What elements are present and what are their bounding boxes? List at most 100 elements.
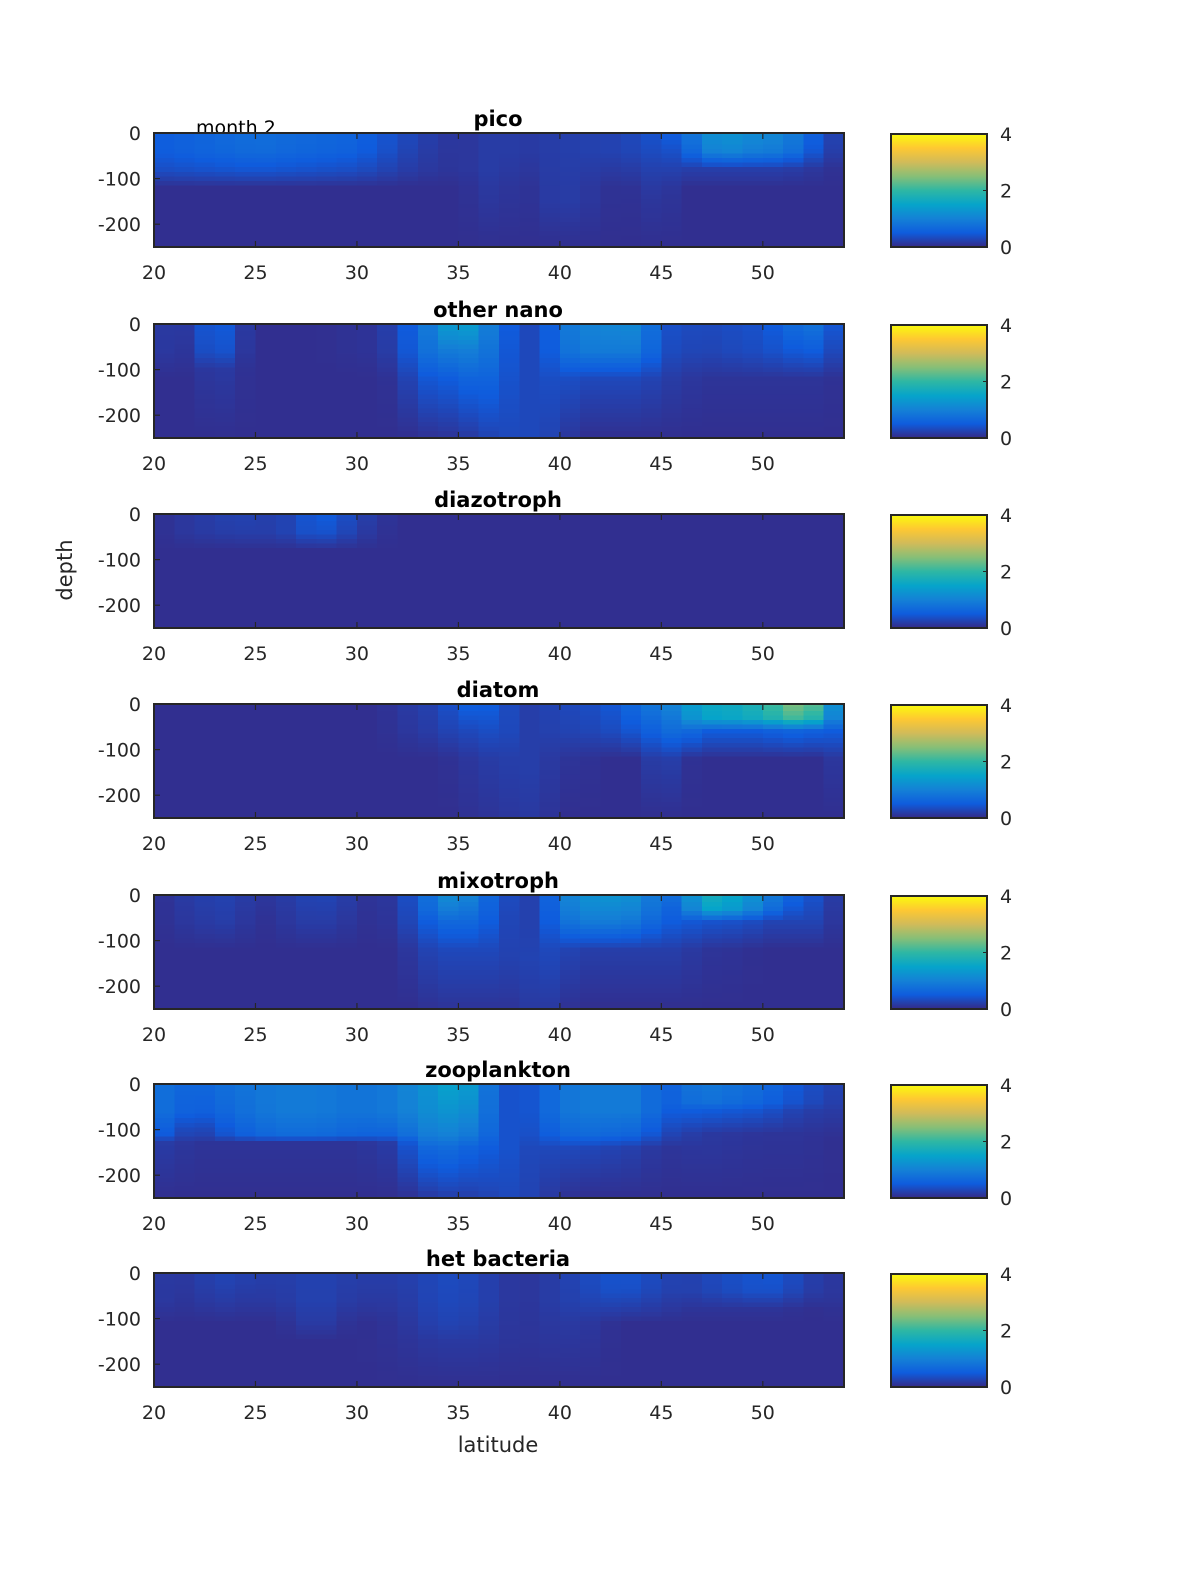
heatmap-cell: [559, 534, 581, 540]
heatmap-cell: [783, 534, 805, 540]
heatmap-cell: [742, 811, 764, 819]
heatmap-cell: [275, 783, 297, 789]
heatmap-cell: [397, 598, 419, 604]
heatmap-cell: [316, 947, 338, 953]
heatmap-cell: [235, 1177, 257, 1183]
heatmap-cell: [235, 797, 257, 803]
heatmap-cell: [722, 811, 744, 819]
heatmap-cell: [235, 240, 257, 248]
heatmap-cell: [701, 514, 723, 517]
heatmap-cell: [661, 148, 683, 155]
heatmap-cell: [681, 221, 703, 228]
heatmap-cell: [823, 906, 845, 912]
heatmap-cell: [458, 933, 480, 939]
heatmap-cell: [600, 144, 622, 150]
heatmap-cell: [559, 933, 581, 939]
heatmap-cell: [235, 539, 257, 545]
heatmap-cell: [661, 779, 683, 785]
heatmap-cell: [255, 408, 277, 414]
heatmap-cell: [499, 1172, 520, 1179]
heatmap-cell: [701, 598, 723, 604]
heatmap-cell: [539, 520, 561, 526]
heatmap-cell: [336, 792, 358, 799]
colorbar-tick-label: 0: [1000, 808, 1012, 830]
heatmap-cell: [377, 612, 399, 618]
heatmap-cell: [377, 589, 399, 595]
heatmap-cell: [336, 947, 358, 953]
heatmap-cell: [235, 199, 257, 205]
heatmap-cell: [214, 997, 236, 1003]
heatmap-cell: [235, 897, 257, 903]
heatmap-cell: [438, 929, 460, 935]
heatmap-cell: [620, 353, 642, 359]
heatmap-cell: [174, 548, 196, 554]
heatmap-cell: [174, 1002, 196, 1010]
heatmap-cell: [356, 607, 378, 613]
heatmap-cell: [417, 1095, 439, 1101]
heatmap-cell: [336, 367, 358, 373]
heatmap-cell: [478, 988, 500, 994]
heatmap-cell: [701, 180, 723, 187]
heatmap-cell: [701, 1002, 723, 1010]
heatmap-cell: [235, 326, 257, 332]
heatmap-cell: [154, 929, 175, 935]
heatmap-cell: [803, 947, 825, 953]
heatmap-cell: [214, 176, 236, 182]
heatmap-cell: [559, 1186, 581, 1192]
heatmap-cell: [701, 381, 723, 387]
heatmap-cell: [316, 1172, 338, 1179]
heatmap-cell: [275, 983, 297, 990]
heatmap-cell: [823, 961, 845, 967]
heatmap-cell: [539, 167, 561, 173]
heatmap-cell: [154, 176, 175, 182]
heatmap-cell: [316, 371, 338, 378]
heatmap-cell: [722, 520, 744, 526]
heatmap-cell: [762, 390, 784, 396]
heatmap-cell: [377, 1163, 399, 1169]
heatmap-cell: [275, 353, 297, 359]
heatmap-cell: [519, 235, 541, 241]
heatmap-cell: [762, 779, 784, 785]
heatmap-cell: [559, 1099, 581, 1106]
heatmap-cell: [519, 729, 541, 735]
heatmap-cell: [235, 616, 257, 622]
heatmap-cell: [194, 1136, 216, 1142]
heatmap-cell: [580, 802, 602, 808]
heatmap-cell: [519, 983, 541, 990]
heatmap-cell: [235, 947, 257, 953]
heatmap-cell: [499, 199, 520, 205]
heatmap-cell: [214, 394, 236, 400]
heatmap-cell: [742, 217, 764, 223]
heatmap-cell: [438, 381, 460, 387]
heatmap-cell: [722, 575, 744, 581]
heatmap-cell: [174, 1095, 196, 1101]
heatmap-cell: [356, 756, 378, 762]
heatmap-cell: [397, 176, 419, 182]
heatmap-cell: [499, 1163, 520, 1169]
heatmap-cell: [742, 961, 764, 967]
heatmap-cell: [803, 938, 825, 944]
heatmap-cell: [681, 602, 703, 609]
heatmap-cell: [742, 353, 764, 359]
heatmap-cell: [823, 194, 845, 200]
x-tick-label: 40: [548, 262, 572, 284]
heatmap-cell: [539, 422, 561, 428]
heatmap-cell: [580, 915, 602, 921]
heatmap-cell: [255, 171, 277, 177]
heatmap-cell: [377, 761, 399, 767]
heatmap-cell: [296, 719, 317, 726]
heatmap-cell: [783, 929, 805, 935]
heatmap-cell: [417, 362, 439, 368]
heatmap-cell: [174, 208, 196, 214]
heatmap-cell: [478, 952, 500, 958]
heatmap-cell: [681, 783, 703, 789]
heatmap-cell: [154, 910, 175, 917]
heatmap-cell: [438, 747, 460, 753]
heatmap-cell: [742, 915, 764, 921]
heatmap-cell: [194, 362, 216, 368]
heatmap-cell: [356, 394, 378, 400]
heatmap-cell: [620, 783, 642, 789]
heatmap-cell: [519, 1154, 541, 1160]
heatmap-cell: [377, 208, 399, 214]
heatmap-cell: [255, 385, 277, 391]
